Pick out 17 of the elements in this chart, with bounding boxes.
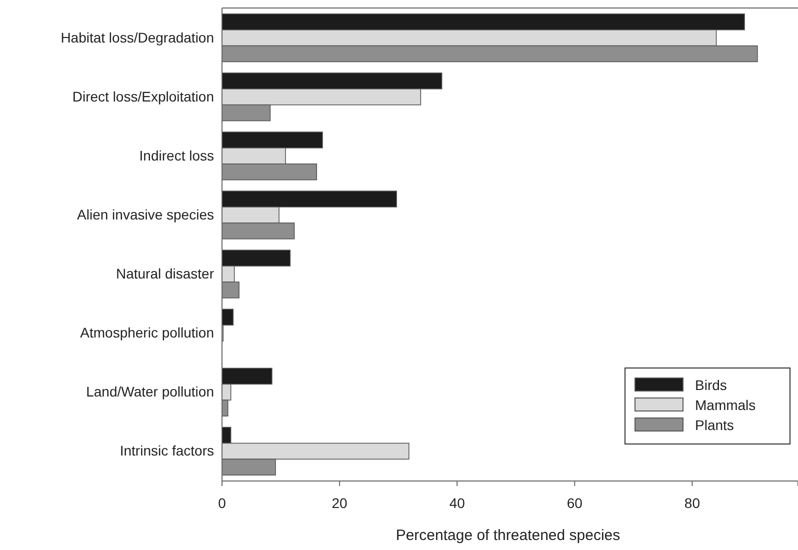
y-tick-label: Land/Water pollution — [86, 384, 214, 400]
x-tick-label: 80 — [684, 494, 700, 511]
y-tick-label: Direct loss/Exploitation — [72, 88, 214, 104]
x-tick-label: 20 — [332, 494, 348, 511]
x-axis-title: Percentage of threatened species — [396, 527, 620, 544]
y-tick-label: Habitat loss/Degradation — [60, 29, 214, 46]
x-tick-label: 40 — [449, 494, 466, 511]
legend-label: Plants — [695, 417, 734, 433]
y-tick-label: Atmospheric pollution — [80, 324, 214, 341]
legend-label: Mammals — [695, 397, 756, 413]
y-tick-label: Alien invasive species — [77, 206, 214, 222]
y-tick-label: Natural disaster — [116, 266, 214, 282]
x-tick-label: 60 — [566, 494, 583, 511]
y-tick-label: Intrinsic factors — [120, 442, 214, 459]
y-tick-label: Indirect loss — [139, 147, 214, 164]
legend-label: Birds — [695, 377, 727, 393]
x-tick-label: 0 — [218, 494, 226, 511]
